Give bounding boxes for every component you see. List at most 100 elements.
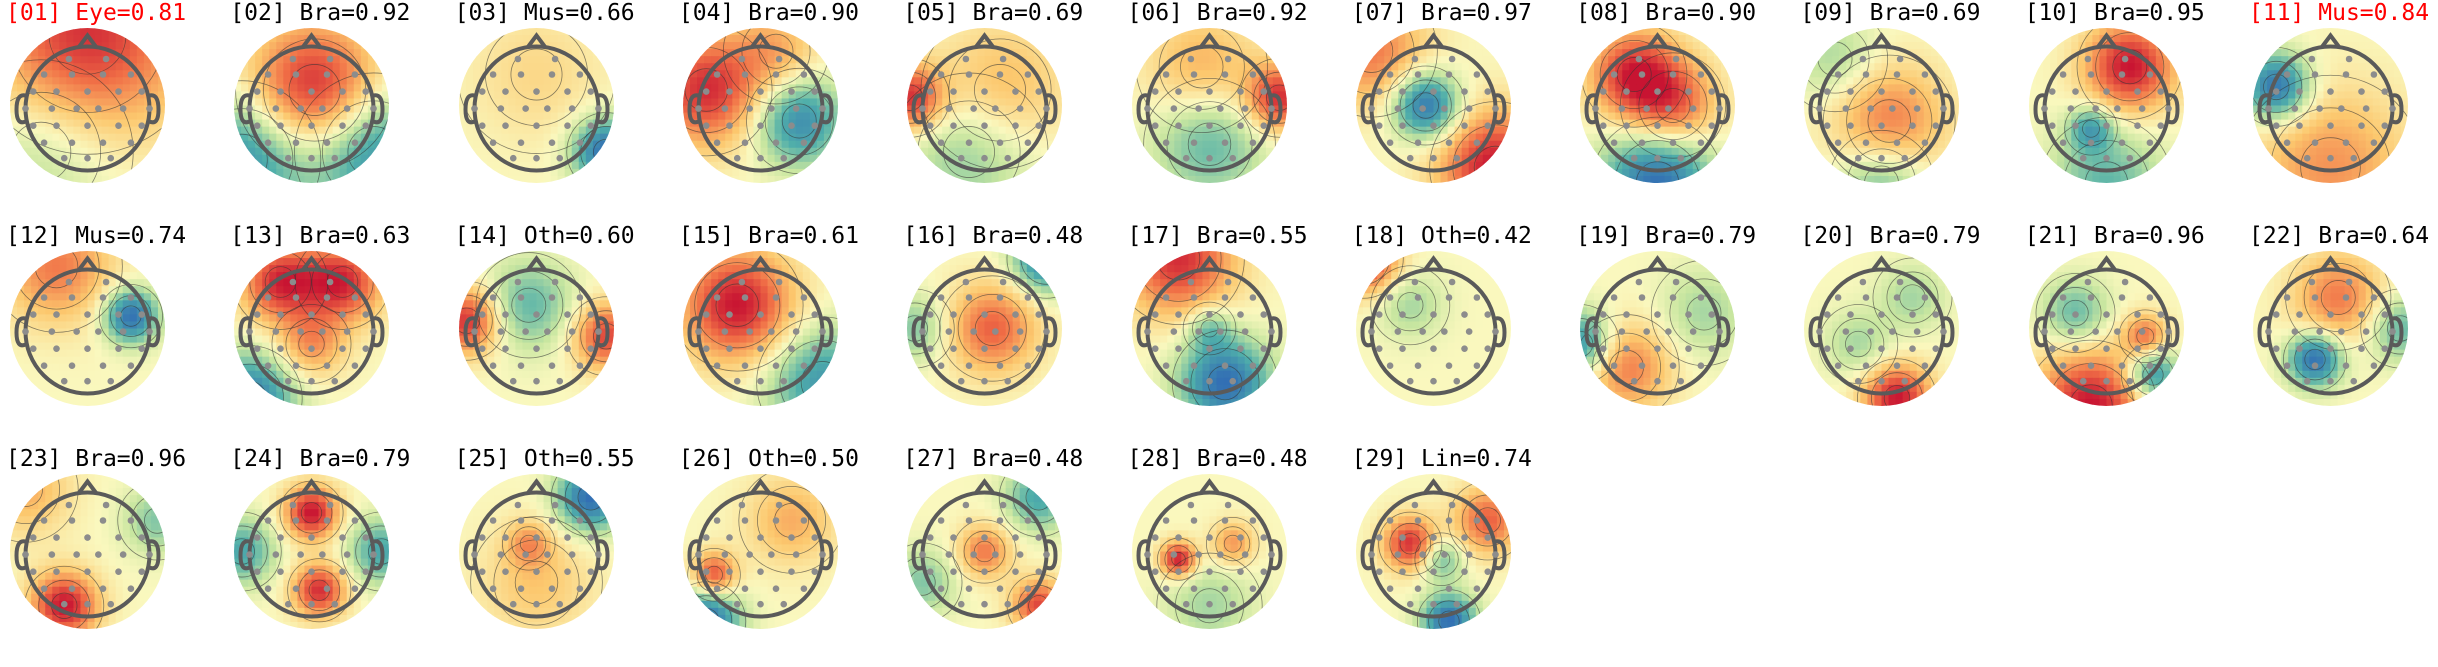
electrode-dot bbox=[594, 105, 602, 112]
component-03: [03] Mus=0.66 bbox=[449, 0, 635, 200]
component-title: [10] Bra=0.95 bbox=[2024, 0, 2205, 26]
electrode-dot bbox=[2102, 345, 2110, 352]
electrode-dot bbox=[1375, 122, 1383, 129]
electrode-dot bbox=[470, 105, 478, 112]
component-label: Bra bbox=[299, 0, 342, 26]
electrode-dot bbox=[40, 139, 48, 146]
component-score: 0.81 bbox=[130, 0, 187, 26]
electrode-dot bbox=[2283, 362, 2291, 369]
electrode-dot bbox=[1689, 105, 1697, 112]
electrode-dot bbox=[2087, 294, 2094, 301]
electrode-dot bbox=[1170, 105, 1177, 112]
electrode-dot bbox=[1411, 55, 1418, 63]
electrode-dot bbox=[1190, 71, 1197, 78]
electrode-dot bbox=[2048, 311, 2056, 318]
component-score: 0.60 bbox=[579, 223, 635, 249]
electrode-dot bbox=[73, 105, 80, 112]
electrode-dot bbox=[927, 311, 934, 318]
electrode-dot bbox=[1863, 139, 1870, 146]
electrode-dot bbox=[1216, 328, 1224, 335]
electrode-dot bbox=[1473, 362, 1480, 369]
electrode-dot bbox=[370, 551, 378, 558]
electrode-dot bbox=[1221, 585, 1228, 592]
electrode-dot bbox=[1453, 377, 1460, 385]
electrode-dot bbox=[548, 294, 555, 301]
electrode-dot bbox=[2087, 139, 2094, 146]
electrode-dot bbox=[551, 278, 558, 286]
electrode-dot bbox=[370, 328, 378, 335]
electrode-dot bbox=[254, 88, 261, 95]
electrode-dot bbox=[721, 328, 729, 335]
electrode-dot bbox=[772, 585, 780, 592]
electrode-dot bbox=[1012, 88, 1019, 95]
component-score: 0.48 bbox=[1252, 446, 1308, 472]
electrode-dot bbox=[1855, 377, 1862, 385]
electrode-dot bbox=[308, 534, 316, 541]
electrode-dot bbox=[1610, 139, 1618, 146]
electrode-dot bbox=[1259, 568, 1267, 575]
electrode-dot bbox=[1638, 71, 1646, 78]
electrode-dot bbox=[2308, 55, 2316, 63]
electrode-dot bbox=[1847, 311, 1855, 318]
electrode-dot bbox=[344, 551, 351, 558]
electrode-dot bbox=[576, 294, 583, 301]
component-index: [18] bbox=[1351, 223, 1408, 249]
electrode-dot bbox=[146, 551, 153, 558]
component-label: Lin bbox=[1421, 446, 1463, 472]
component-index: [20] bbox=[1800, 223, 1856, 249]
electrode-dot bbox=[2342, 362, 2350, 369]
component-09: [09] Bra=0.69 bbox=[1794, 0, 1980, 200]
component-title: [27] Bra=0.48 bbox=[903, 446, 1084, 472]
electrode-dot bbox=[1174, 534, 1182, 541]
electrode-dot bbox=[1017, 551, 1024, 558]
electrode-dot bbox=[757, 534, 764, 541]
electrode-dot bbox=[1867, 105, 1875, 112]
electrode-dot bbox=[65, 501, 73, 509]
electrode-dot bbox=[1174, 345, 1182, 352]
electrode-dot bbox=[308, 311, 316, 318]
electrode-dot bbox=[594, 328, 602, 335]
electrode-dot bbox=[757, 345, 764, 352]
electrode-dot bbox=[576, 71, 583, 78]
electrode-dot bbox=[84, 568, 91, 575]
electrode-dot bbox=[292, 585, 300, 592]
electrode-dot bbox=[1635, 278, 1643, 286]
component-label: Bra bbox=[2093, 223, 2136, 249]
electrode-dot bbox=[1205, 600, 1213, 608]
electrode-dot bbox=[568, 328, 576, 335]
electrode-dot bbox=[1414, 294, 1422, 301]
component-score: 0.90 bbox=[1700, 0, 1757, 26]
electrode-dot bbox=[1043, 328, 1050, 335]
electrode-dot bbox=[327, 278, 334, 286]
electrode-dot bbox=[1600, 345, 1607, 352]
component-26: [26] Oth=0.50 bbox=[673, 446, 859, 646]
electrode-dot bbox=[323, 294, 331, 301]
electrode-dot bbox=[726, 534, 733, 541]
electrode-dot bbox=[1677, 377, 1685, 385]
electrode-dot bbox=[2316, 328, 2323, 335]
electrode-dot bbox=[2291, 328, 2299, 335]
electrode-dot bbox=[327, 501, 334, 509]
electrode-dot bbox=[772, 294, 780, 301]
electrode-dot bbox=[2040, 105, 2048, 112]
electrode-dot bbox=[2303, 377, 2311, 385]
component-label: Mus bbox=[2318, 0, 2360, 26]
component-title: [17] Bra=0.55 bbox=[1127, 223, 1308, 249]
electrode-dot bbox=[99, 362, 107, 369]
electrode-dot bbox=[2121, 55, 2129, 63]
electrode-dot bbox=[138, 568, 146, 575]
electrode-dot bbox=[1429, 122, 1437, 129]
electrode-dot bbox=[1842, 105, 1850, 112]
electrode-dot bbox=[2283, 71, 2291, 78]
electrode-dot bbox=[138, 345, 146, 352]
electrode-dot bbox=[95, 105, 102, 112]
electrode-dot bbox=[733, 154, 741, 162]
electrode-dot bbox=[292, 362, 300, 369]
electrode-dot bbox=[741, 294, 749, 301]
electrode-dot bbox=[2296, 345, 2303, 352]
topomap bbox=[907, 474, 1063, 629]
electrode-dot bbox=[992, 105, 999, 112]
electrode-dot bbox=[1677, 154, 1685, 162]
electrode-dot bbox=[99, 139, 107, 146]
